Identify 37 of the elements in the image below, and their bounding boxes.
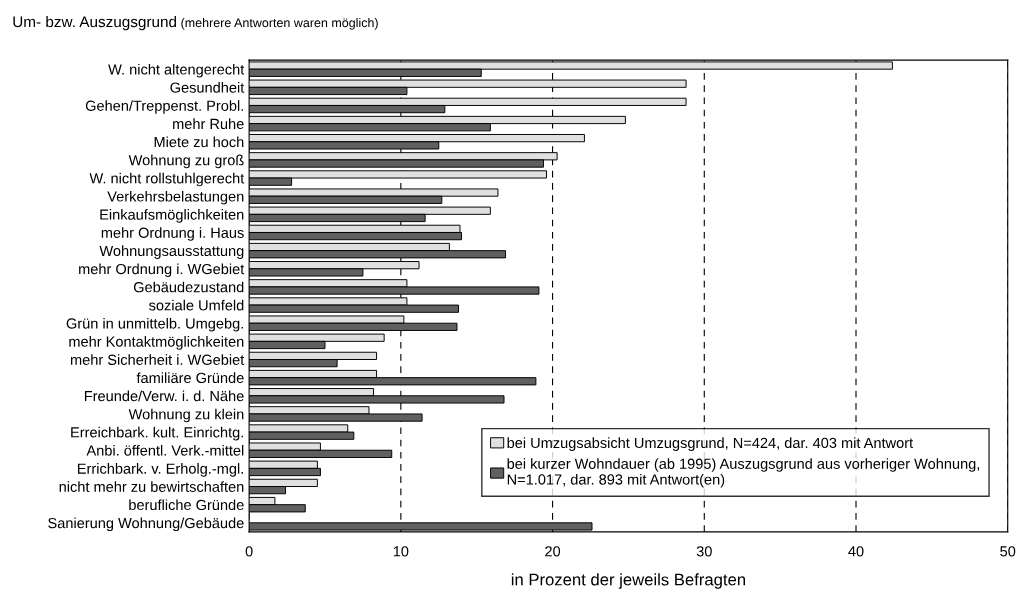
x-tick-label: 30 (696, 546, 712, 557)
y-tick-label: Anbi. öffentl. Verk.-mittel (86, 444, 244, 456)
x-tick-label: 0 (245, 546, 253, 557)
x-tick-label: 40 (848, 546, 864, 557)
y-tick-label: Einkaufsmöglichkeiten (100, 209, 244, 223)
x-tick-label: 20 (545, 546, 561, 557)
y-tick-label: Freunde/Verw. i. d. Nähe (84, 390, 244, 402)
y-tick-label: Verkehrsbelastungen (107, 190, 244, 205)
y-tick-label: mehr Kontaktmöglichkeiten (69, 336, 244, 350)
y-tick-label: nicht mehr zu bewirtschaften (59, 481, 244, 492)
x-tick-label: 10 (393, 546, 409, 557)
y-tick-label: Grün in unmittelb. Umgebg. (66, 317, 243, 332)
y-tick-label: Wohnung zu klein (128, 408, 244, 423)
x-tick-label: 50 (1000, 546, 1016, 557)
y-tick-label: mehr Ordnung i. WGebiet (79, 263, 245, 278)
y-tick-label: berufliche Gründe (129, 499, 244, 511)
chart-subtitle: (mehrere Antworten waren möglich) (181, 17, 378, 30)
y-tick-label: Gehen/Treppenst. Probl. (85, 100, 243, 114)
text: Um- bzw. Auszugsgrund (13, 15, 177, 31)
y-tick-label: soziale Umfeld (149, 299, 244, 311)
y-tick-label: Gebäudezustand (133, 281, 244, 293)
y-tick-label: Errichbark. v. Erholg.-mgl. (77, 463, 243, 477)
y-tick-label: mehr Ruhe (173, 118, 244, 130)
y-tick-label: Sanierung Wohnung/Gebäude (48, 517, 244, 532)
y-tick-label: Wohnungsausstattung (99, 245, 244, 259)
x-axis-title: in Prozent der jeweils Befragten (511, 573, 746, 589)
y-tick-label: Erreichbark. kult. Einrichtg. (71, 426, 243, 441)
y-tick-label: Wohnung zu groß (128, 154, 244, 169)
y-tick-label: Miete zu hoch (154, 136, 244, 148)
legend-label: bei Umzugsabsicht Umzugsgrund, N=424, dar. 403 mit Antwort (507, 437, 914, 451)
legend-label: bei kurzer Wohndauer (ab 1995) Auszugsgrund aus vorheriger Wohnung, N=1.017, dar. 893 mit Antwort(en) (507, 458, 980, 488)
y-tick-label: W. nicht altengerecht (108, 63, 245, 78)
y-tick-label: familiäre Gründe (136, 372, 244, 384)
y-tick-label: mehr Ordnung i. Haus (101, 227, 244, 241)
y-tick-label: mehr Sicherheit i. WGebiet (70, 354, 245, 365)
y-tick-label: W. nicht rollstuhlgerecht (89, 172, 245, 187)
y-tick-label: Gesundheit (170, 82, 245, 93)
